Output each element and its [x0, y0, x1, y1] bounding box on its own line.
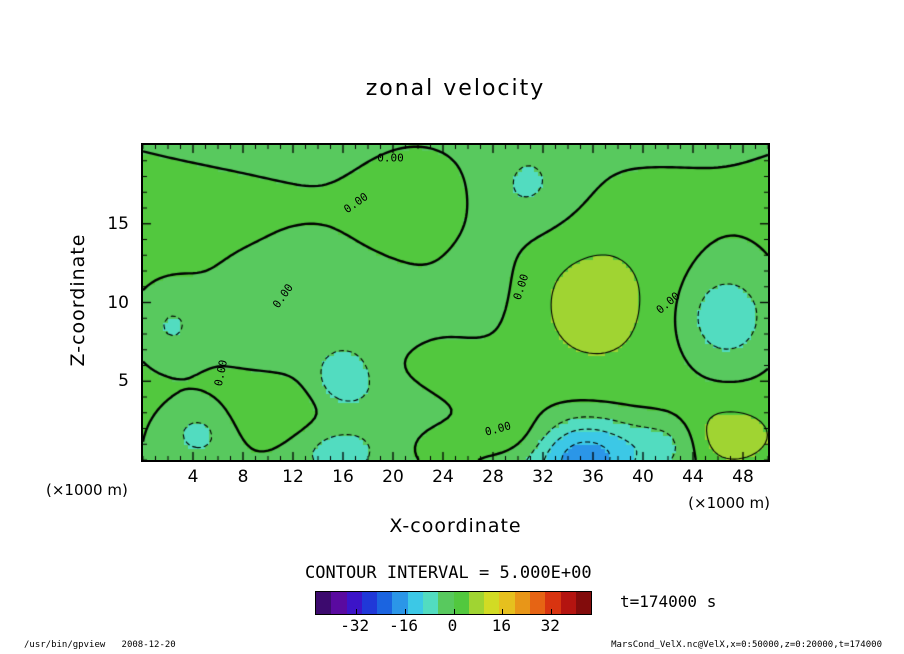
colorbar-cell — [346, 592, 362, 614]
x-tick-label: 32 — [532, 467, 554, 487]
z-tick-label: 5 — [118, 371, 129, 392]
x-tick-label: 36 — [582, 467, 604, 487]
colorbar-tick-label: 0 — [447, 616, 458, 635]
colorbar-cell — [438, 592, 454, 614]
colorbar-tick-label: -32 — [340, 616, 370, 635]
contour-plot-canvas — [143, 145, 768, 460]
colorbar-tick-label: 32 — [540, 616, 560, 635]
colorbar-cell — [377, 592, 393, 614]
x-tick-label: 8 — [237, 467, 249, 487]
colorbar-cell — [361, 592, 378, 614]
dataset-info-text: MarsCond_VelX.nc@VelX,x=0:50000,z=0:2000… — [611, 640, 882, 650]
x-tick-label: 4 — [187, 467, 199, 487]
colorbar-cell — [545, 592, 561, 614]
z-axis-unit: (×1000 m) — [46, 481, 128, 499]
x-tick-label: 12 — [282, 467, 304, 487]
colorbar-tick-label: -16 — [389, 616, 419, 635]
chart-title: zonal velocity — [365, 76, 546, 101]
z-tick-label: 15 — [107, 213, 129, 234]
colorbar — [315, 591, 592, 615]
colorbar-cell — [453, 592, 469, 614]
contour-interval-label: CONTOUR INTERVAL = 5.000E+00 — [305, 563, 592, 583]
x-tick-label: 28 — [482, 467, 504, 487]
colorbar-cell — [499, 592, 515, 614]
colorbar-cell — [331, 592, 347, 614]
x-tick-label: 48 — [732, 467, 754, 487]
x-tick-label: 20 — [382, 467, 404, 487]
colorbar-tick — [453, 609, 455, 614]
colorbar-cell — [316, 592, 332, 614]
x-tick-label: 24 — [432, 467, 454, 487]
plot-area: 0.00 0.00 0.00 0.00 0.00 0.00 0.00 — [141, 143, 770, 462]
colorbar-cell — [468, 592, 485, 614]
colorbar-tick — [551, 609, 553, 614]
colorbar-tick — [502, 609, 504, 614]
colorbar-cell — [529, 592, 546, 614]
colorbar-tick — [355, 609, 357, 614]
colorbar-cell — [514, 592, 530, 614]
colorbar-cell — [560, 592, 576, 614]
z-axis-label: Z-coordinate — [67, 233, 89, 367]
contour-value-label: 0.00 — [377, 151, 404, 165]
colorbar-cell — [575, 592, 592, 614]
colorbar-cell — [392, 592, 408, 614]
x-axis-label: X-coordinate — [389, 515, 522, 537]
x-tick-label: 44 — [682, 467, 704, 487]
time-label: t=174000 s — [620, 592, 717, 611]
x-tick-label: 16 — [332, 467, 354, 487]
x-tick-label: 40 — [632, 467, 654, 487]
colorbar-cell — [422, 592, 439, 614]
colorbar-tick — [404, 609, 406, 614]
colorbar-tick-label: 16 — [491, 616, 512, 635]
colorbar-cell — [484, 592, 500, 614]
command-line-text: /usr/bin/gpview 2008-12-20 — [24, 640, 176, 650]
z-tick-label: 10 — [107, 292, 129, 313]
x-axis-unit: (×1000 m) — [688, 494, 770, 512]
colorbar-cell — [407, 592, 423, 614]
